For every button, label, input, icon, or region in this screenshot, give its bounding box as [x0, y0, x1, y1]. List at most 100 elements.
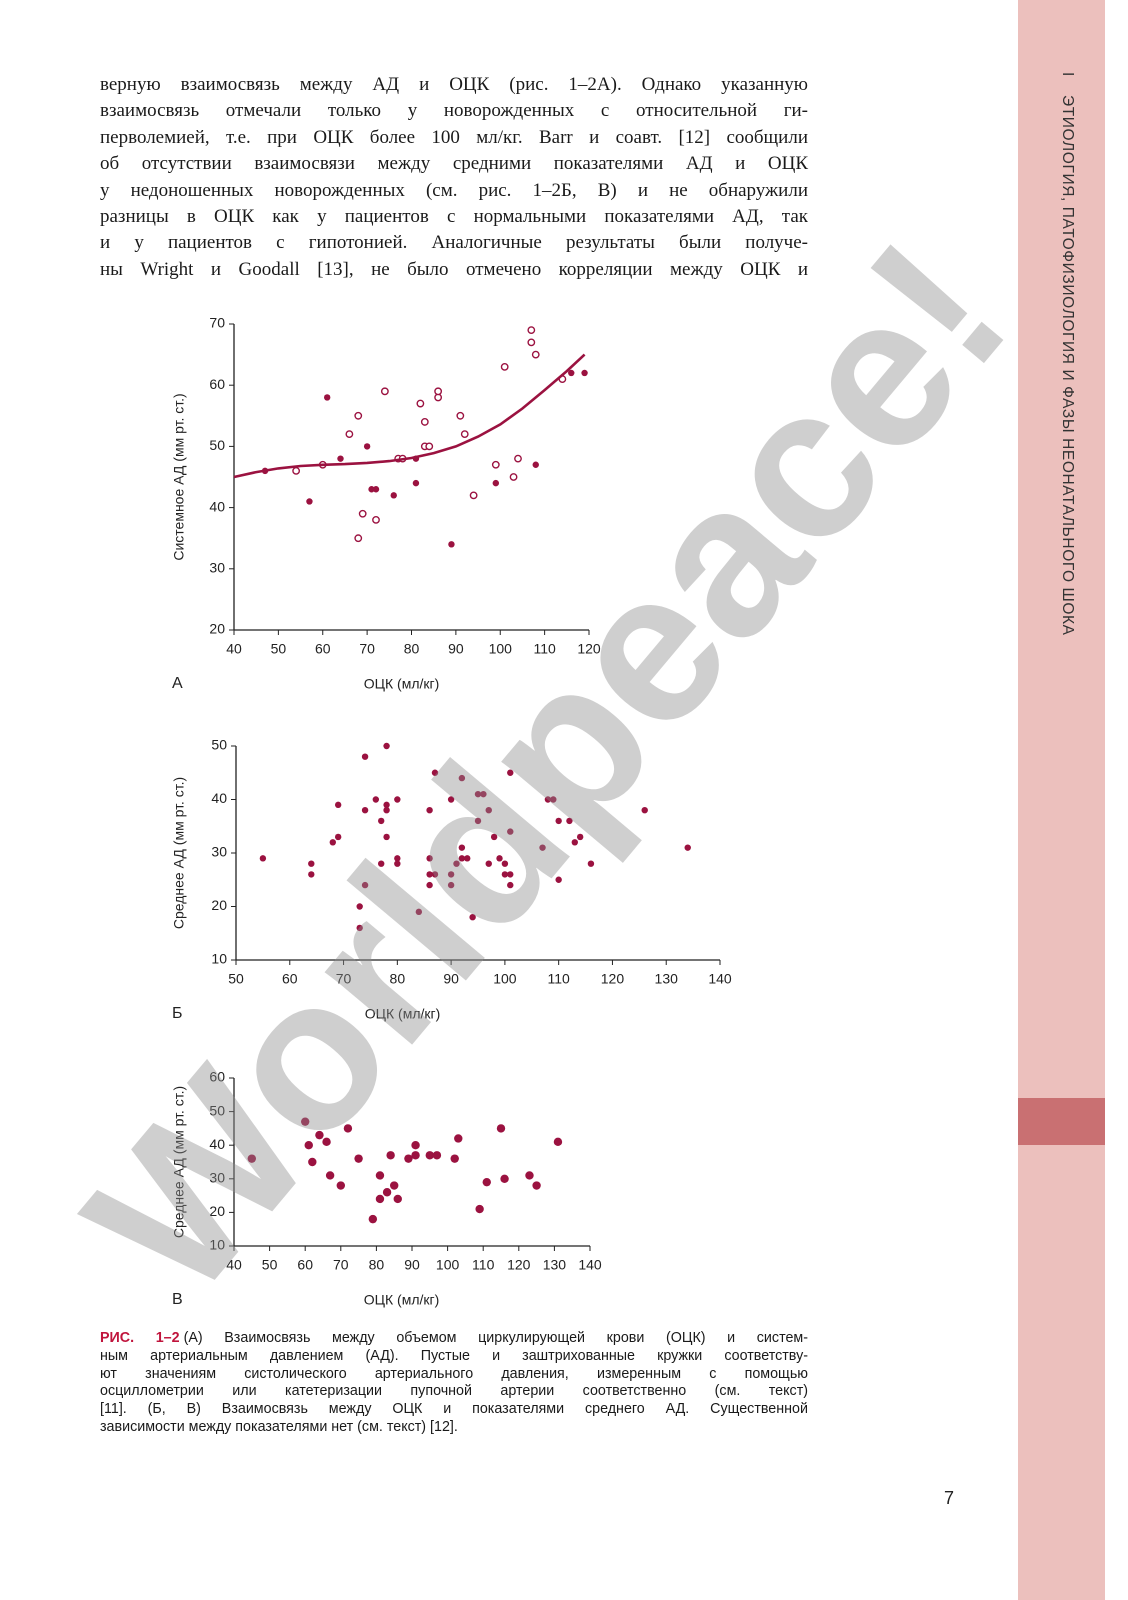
x-tick-label: 90	[443, 971, 459, 987]
open-point	[469, 491, 478, 500]
filled-point	[426, 855, 433, 862]
filled-point	[500, 1174, 509, 1184]
filled-point	[343, 1124, 353, 1133]
section-title: ЭТИОЛОГИЯ, ПАТОФИЗИОЛОГИЯ И ФАЗЫ НЕОНАТА…	[1059, 94, 1076, 636]
filled-point	[566, 817, 573, 825]
y-tick-label: 60	[209, 376, 225, 392]
filled-point	[469, 914, 476, 921]
caption-line: РИС. 1–2 (А) Взаимосвязь между объемом ци…	[100, 1330, 808, 1348]
filled-point	[386, 1151, 395, 1160]
open-point	[358, 509, 367, 518]
text-line: об отсутствии взаимосвязи между средними…	[100, 153, 808, 175]
x-tick-label: 80	[390, 971, 406, 987]
filled-point	[378, 817, 385, 825]
filled-point	[544, 796, 552, 803]
filled-point	[447, 881, 455, 889]
filled-point	[453, 860, 460, 867]
caption-line: зависимости между показателями нет (см. …	[100, 1419, 808, 1437]
x-tick-label: 90	[448, 641, 464, 657]
filled-point	[383, 801, 390, 809]
open-point	[420, 418, 429, 426]
filled-point	[581, 369, 588, 377]
filled-point	[426, 807, 433, 814]
open-point	[491, 460, 500, 469]
figure-caption: РИС. 1–2 (А) Взаимосвязь между объемом ци…	[100, 1330, 808, 1437]
x-tick-label: 120	[507, 1257, 531, 1273]
filled-point	[383, 833, 390, 841]
filled-point	[482, 1177, 491, 1187]
filled-point	[337, 455, 344, 462]
open-point	[531, 350, 540, 359]
open-point	[345, 430, 354, 439]
filled-point	[550, 796, 557, 803]
filled-point	[555, 817, 562, 825]
filled-point	[394, 796, 401, 803]
filled-point	[361, 807, 369, 814]
filled-point	[474, 790, 482, 798]
y-tick-label: 20	[209, 1203, 225, 1219]
watermark: Worldpeace!	[41, 198, 1052, 1338]
x-tick-label: 100	[493, 971, 517, 987]
filled-point	[411, 1151, 420, 1160]
running-head: I ЭТИОЛОГИЯ, ПАТОФИЗИОЛОГИЯ И ФАЗЫ НЕОНАТ…	[1058, 72, 1076, 654]
y-axis-title: Среднее АД (мм рт. ст.)	[171, 1086, 187, 1238]
filled-point	[641, 807, 648, 814]
caption-line: ют значениям систолического артериальног…	[100, 1366, 808, 1384]
filled-point	[447, 796, 455, 803]
filled-point	[368, 1214, 378, 1224]
filled-point	[448, 541, 455, 548]
filled-point	[372, 796, 380, 803]
x-tick-label: 100	[489, 641, 513, 657]
text-line: верную взаимосвязь между АД и ОЦК (рис. …	[100, 74, 808, 95]
filled-point	[308, 871, 315, 878]
filled-point	[361, 753, 369, 760]
filled-point	[458, 855, 466, 862]
open-point	[372, 515, 380, 524]
filled-point	[507, 828, 514, 835]
open-point	[527, 338, 536, 347]
filled-point	[496, 1124, 506, 1133]
x-tick-label: 70	[336, 971, 352, 987]
filled-point	[372, 486, 380, 493]
filled-point	[426, 871, 433, 878]
y-tick-label: 30	[209, 560, 225, 576]
filled-point	[684, 844, 691, 851]
y-tick-label: 10	[211, 951, 227, 967]
page-number: 7	[944, 1488, 955, 1508]
filled-point	[304, 1141, 313, 1150]
open-point	[380, 387, 389, 396]
filled-point	[496, 855, 503, 862]
caption-text: осциллометрии или катетеризации пупочной…	[100, 1383, 808, 1400]
section-number: I	[1059, 72, 1076, 77]
text-line: разницы в ОЦК как у пациентов с нормальн…	[100, 206, 808, 228]
y-tick-label: 50	[209, 437, 225, 453]
x-axis-title: ОЦК (мл/кг)	[364, 676, 440, 692]
panel-label: А	[172, 675, 183, 692]
filled-point	[571, 839, 578, 846]
filled-point	[336, 1181, 345, 1190]
side-band	[1018, 0, 1105, 1600]
filled-point	[308, 1157, 317, 1167]
x-tick-label: 110	[533, 641, 556, 657]
filled-point	[411, 1141, 420, 1150]
filled-point	[322, 1137, 331, 1147]
caption-line: [11]. (Б, В) Взаимосвязь между ОЦК и пок…	[100, 1401, 808, 1419]
filled-point	[426, 881, 433, 889]
y-axis-title: Среднее АД (мм рт. ст.)	[171, 777, 187, 929]
x-tick-label: 100	[436, 1257, 460, 1273]
caption-text: ют значениям систолического артериальног…	[100, 1365, 808, 1382]
filled-point	[431, 871, 439, 878]
y-tick-label: 50	[209, 1102, 225, 1118]
filled-point	[507, 769, 514, 776]
text-line: у недоношенных новорожденных (см. рис. 1…	[100, 179, 808, 201]
filled-point	[329, 839, 336, 846]
y-tick-label: 30	[211, 844, 227, 860]
filled-point	[425, 1151, 434, 1160]
filled-point	[475, 1204, 484, 1214]
open-point	[425, 442, 434, 451]
x-tick-label: 120	[577, 641, 601, 657]
filled-point	[323, 394, 331, 401]
filled-point	[383, 742, 390, 750]
filled-point	[485, 860, 492, 867]
x-tick-label: 90	[404, 1257, 420, 1273]
